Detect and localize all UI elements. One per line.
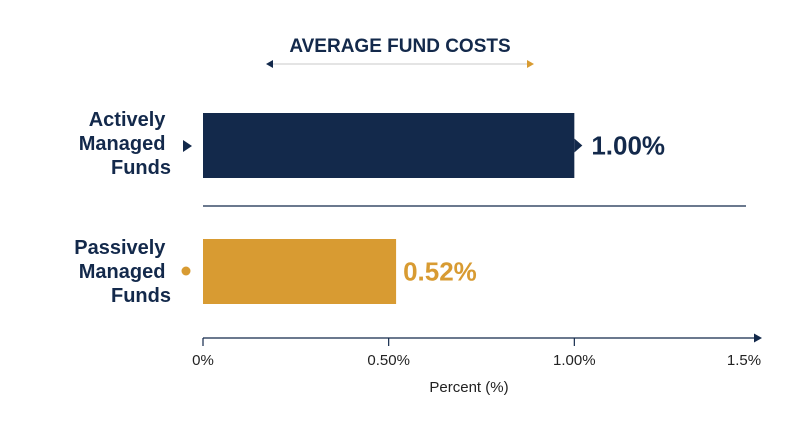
title-underline xyxy=(266,60,534,68)
bar-actively-managed xyxy=(203,113,575,178)
axis-arrowhead-icon xyxy=(754,333,762,343)
x-axis-label: Percent (%) xyxy=(429,379,508,396)
triangle-marker-icon xyxy=(183,140,192,152)
left-arrowhead-icon xyxy=(266,60,273,68)
category-label-actively-managed: Actively Managed Funds xyxy=(79,109,171,179)
bars-group xyxy=(203,113,583,304)
x-tick-label: 0% xyxy=(192,352,214,369)
category-line: Managed xyxy=(79,261,166,283)
x-tick-label: 0.50% xyxy=(367,352,410,369)
x-tick-label: 1.5% xyxy=(727,352,761,369)
x-tick-label: 1.00% xyxy=(553,352,596,369)
value-label-passively-managed: 0.52% xyxy=(403,257,477,287)
category-line: Funds xyxy=(111,157,171,179)
chart-title: AVERAGE FUND COSTS xyxy=(289,36,510,57)
category-line: Actively xyxy=(89,109,167,131)
category-line: Managed xyxy=(79,133,166,155)
x-axis: 0% 0.50% 1.00% 1.5% xyxy=(192,333,762,369)
bar-passively-managed xyxy=(203,239,397,304)
x-axis-ticks: 0% 0.50% 1.00% 1.5% xyxy=(192,338,761,369)
value-label-actively-managed: 1.00% xyxy=(591,131,665,161)
right-arrowhead-icon xyxy=(527,60,534,68)
category-line: Funds xyxy=(111,285,171,307)
category-label-passively-managed: Passively Managed Funds xyxy=(74,237,171,307)
bar-arrow-tip-icon xyxy=(574,138,583,153)
category-line: Passively xyxy=(74,237,166,259)
dot-marker-icon xyxy=(181,266,191,276)
